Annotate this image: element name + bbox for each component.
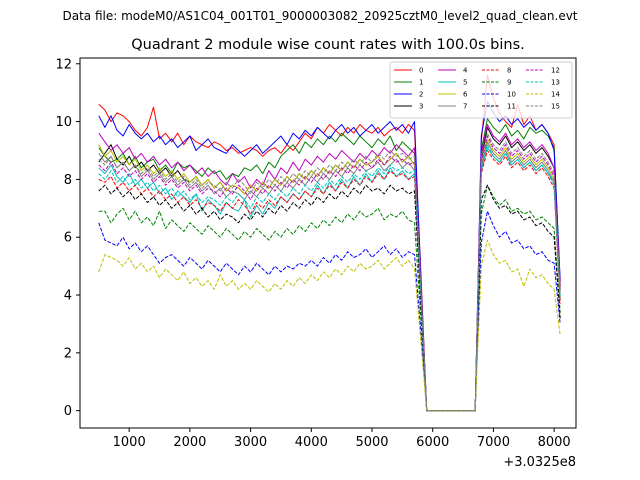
y-tick-label: 12 xyxy=(55,57,72,72)
legend-label-0: 0 xyxy=(419,67,423,75)
legend-label-6: 6 xyxy=(463,91,468,99)
legend-label-7: 7 xyxy=(463,103,467,111)
x-tick-label: 1000 xyxy=(113,435,146,450)
y-tick-label: 4 xyxy=(64,289,72,304)
x-tick-label: 4000 xyxy=(295,435,328,450)
legend-label-1: 1 xyxy=(419,79,423,87)
series-line-15 xyxy=(98,132,561,412)
series-line-2 xyxy=(98,100,561,412)
legend-label-13: 13 xyxy=(551,79,560,87)
legend-label-10: 10 xyxy=(507,91,516,99)
y-tick-label: 0 xyxy=(64,404,72,419)
series-line-0 xyxy=(98,74,561,412)
chart-title: Quadrant 2 module wise count rates with … xyxy=(131,37,525,53)
legend-label-11: 11 xyxy=(507,103,516,111)
legend-label-15: 15 xyxy=(551,103,560,111)
series-line-12 xyxy=(98,135,561,412)
series-line-6 xyxy=(98,138,561,412)
series-layer xyxy=(98,74,561,412)
series-line-11 xyxy=(98,184,561,412)
legend-label-4: 4 xyxy=(463,67,468,75)
legend-label-5: 5 xyxy=(463,79,467,87)
series-line-10 xyxy=(98,210,561,412)
x-tick-label: 5000 xyxy=(355,435,388,450)
x-tick-label: 6000 xyxy=(416,435,449,450)
legend-box xyxy=(389,61,573,119)
legend-label-14: 14 xyxy=(551,91,560,99)
x-tick-label: 3000 xyxy=(234,435,267,450)
legend-label-2: 2 xyxy=(419,91,423,99)
x-tick-label: 2000 xyxy=(173,435,206,450)
legend-label-8: 8 xyxy=(507,67,511,75)
x-axis-offset-label: +3.0325e8 xyxy=(503,455,576,470)
legend-label-3: 3 xyxy=(419,103,423,111)
y-tick-label: 8 xyxy=(64,173,72,188)
x-tick-label: 8000 xyxy=(538,435,571,450)
plot-frame xyxy=(79,57,577,429)
series-line-8 xyxy=(98,150,561,412)
legend-label-9: 9 xyxy=(507,79,511,87)
series-line-1 xyxy=(98,118,561,412)
series-line-4 xyxy=(98,124,561,412)
figure-suptitle: Data file: modeM0/AS1C04_001T01_90000030… xyxy=(62,9,577,23)
y-tick-label: 6 xyxy=(64,231,72,246)
y-axis-ticks: 0 2 4 6 8 10 12 xyxy=(55,57,80,419)
x-tick-label: 7000 xyxy=(477,435,510,450)
x-axis-ticks: 1000 2000 3000 4000 5000 6000 7000 8000 xyxy=(113,428,571,450)
legend-label-12: 12 xyxy=(551,67,560,75)
series-line-9 xyxy=(98,184,561,412)
y-tick-label: 10 xyxy=(55,115,72,130)
series-line-13 xyxy=(98,144,561,412)
y-tick-label: 2 xyxy=(64,346,72,361)
series-line-14 xyxy=(98,239,561,412)
